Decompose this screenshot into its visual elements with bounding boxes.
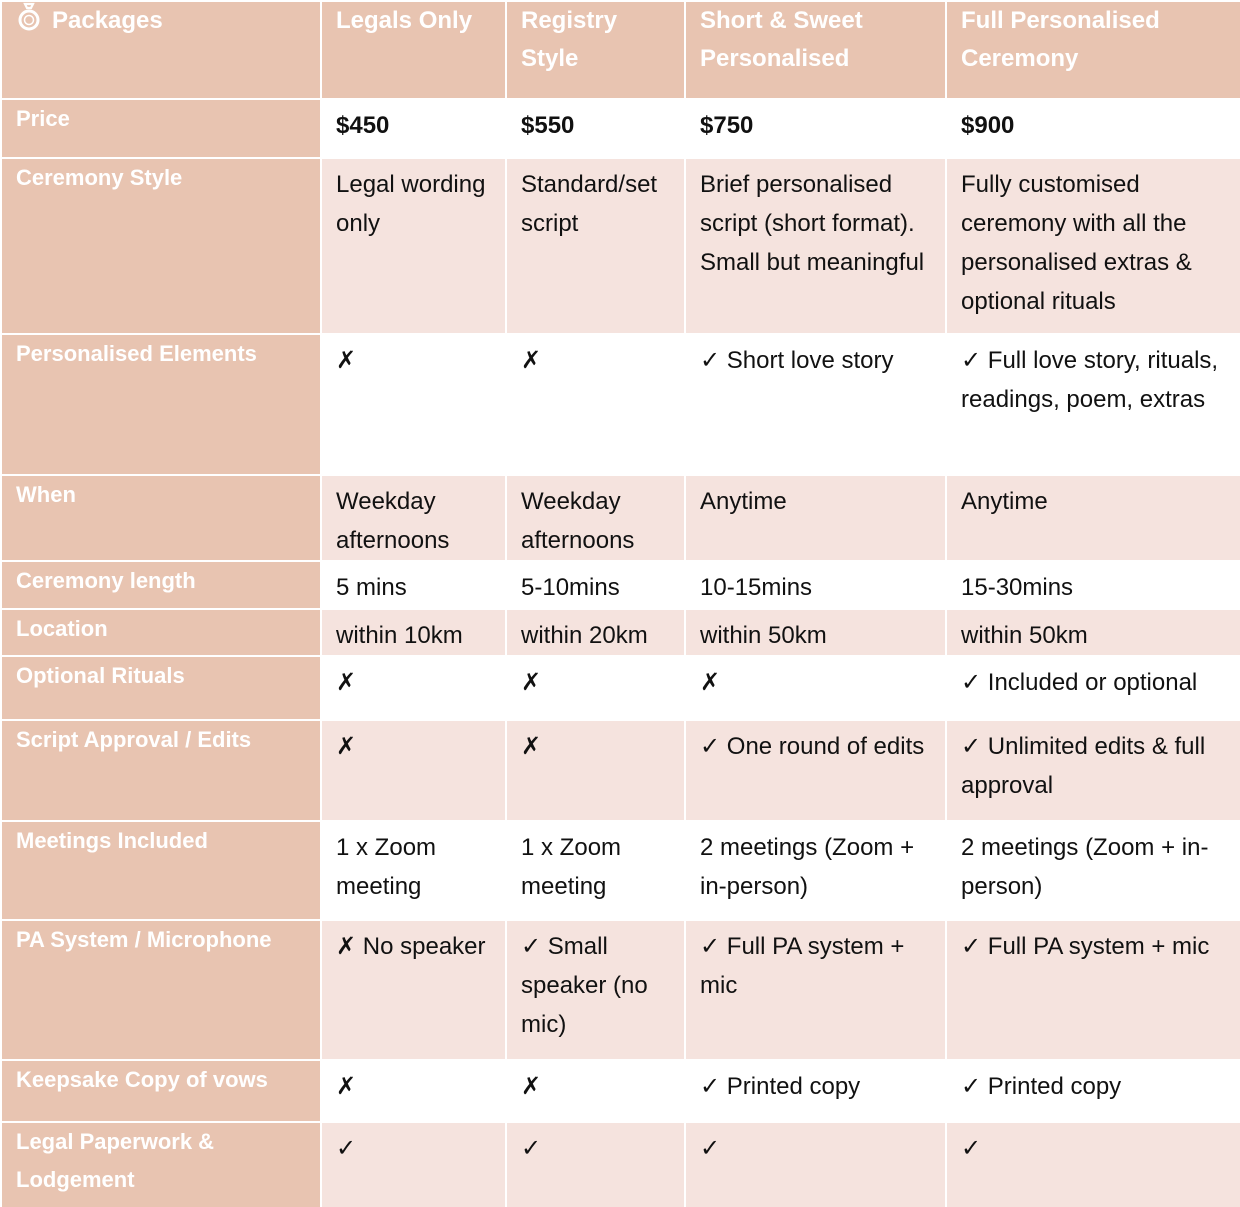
- table-row: When Weekday afternoons Weekday afternoons…: [0, 474, 1240, 562]
- header-row: Packages Legals Only Registry Style Short …: [0, 0, 1240, 100]
- row-label: Ceremony Style: [0, 157, 322, 335]
- table-row: Ceremony length 5 mins 5-10mins 10-15mins 15…: [0, 560, 1240, 610]
- row-label: PA System / Microphone: [0, 919, 322, 1061]
- table-cell: 5-10mins: [505, 560, 686, 610]
- row-label: Legal Paperwork & Lodgement: [0, 1121, 322, 1207]
- table-cell: ✗: [320, 333, 507, 476]
- column-header: Registry Style: [505, 0, 686, 100]
- table-row: Personalised Elements ✗ ✗ ✓ Short love stor…: [0, 333, 1240, 476]
- header-title: Packages: [52, 7, 163, 34]
- header-corner: Packages: [0, 0, 322, 100]
- table-row: Legal Paperwork & Lodgement ✓ ✓ ✓ ✓: [0, 1121, 1240, 1207]
- row-label: Ceremony length: [0, 560, 322, 610]
- row-label: Meetings Included: [0, 820, 322, 921]
- table-cell: ✓ One round of edits: [684, 719, 947, 822]
- column-header: Legals Only: [320, 0, 507, 100]
- table-cell: $450: [320, 98, 507, 159]
- table-cell: ✓ Printed copy: [945, 1059, 1240, 1123]
- table-cell: 1 x Zoom meeting: [505, 820, 686, 921]
- table-cell: 15-30mins: [945, 560, 1240, 610]
- table-cell: 10-15mins: [684, 560, 947, 610]
- table-row: Script Approval / Edits ✗ ✗ ✓ One round of …: [0, 719, 1240, 822]
- table-cell: within 10km: [320, 608, 507, 657]
- table-cell: Legal wording only: [320, 157, 507, 335]
- table-cell: ✓ Full love story, rituals, readings, po…: [945, 333, 1240, 476]
- table-cell: within 50km: [945, 608, 1240, 657]
- table-row: PA System / Microphone ✗ No speaker ✓ Smal…: [0, 919, 1240, 1061]
- table-cell: ✓: [684, 1121, 947, 1207]
- table-cell: 1 x Zoom meeting: [320, 820, 507, 921]
- row-label: When: [0, 474, 322, 562]
- table-cell: ✓: [505, 1121, 686, 1207]
- table-cell: $550: [505, 98, 686, 159]
- table-cell: ✓ Included or optional: [945, 655, 1240, 721]
- table-row: Price $450 $550 $750 $900: [0, 98, 1240, 159]
- table-row: Optional Rituals ✗ ✗ ✗ ✓ Included or optiona…: [0, 655, 1240, 721]
- table-cell: ✗: [320, 655, 507, 721]
- table-cell: ✗: [320, 719, 507, 822]
- table-cell: 2 meetings (Zoom + in-person): [945, 820, 1240, 921]
- table-cell: ✓: [320, 1121, 507, 1207]
- table-cell: Weekday afternoons: [320, 474, 507, 562]
- row-label: Personalised Elements: [0, 333, 322, 476]
- row-label: Script Approval / Edits: [0, 719, 322, 822]
- table-cell: ✗: [505, 333, 686, 476]
- column-header: Full Personalised Ceremony: [945, 0, 1240, 100]
- table-cell: $900: [945, 98, 1240, 159]
- table-cell: ✗: [505, 1059, 686, 1123]
- row-label: Keepsake Copy of vows: [0, 1059, 322, 1123]
- table-row: Location within 10km within 20km within 50k…: [0, 608, 1240, 657]
- table-cell: within 50km: [684, 608, 947, 657]
- table-cell: 2 meetings (Zoom + in-person): [684, 820, 947, 921]
- table-cell: ✓ Full PA system + mic: [684, 919, 947, 1061]
- table-row: Keepsake Copy of vows ✗ ✗ ✓ Printed copy ✓ P…: [0, 1059, 1240, 1123]
- row-label: Location: [0, 608, 322, 657]
- table-cell: Anytime: [945, 474, 1240, 562]
- row-label: Price: [0, 98, 322, 159]
- table-cell: ✓ Printed copy: [684, 1059, 947, 1123]
- table-cell: ✗ No speaker: [320, 919, 507, 1061]
- table-cell: Brief personalised script (short format)…: [684, 157, 947, 335]
- table-row: Ceremony Style Legal wording only Standard…: [0, 157, 1240, 335]
- table-cell: within 20km: [505, 608, 686, 657]
- table-cell: Anytime: [684, 474, 947, 562]
- table-cell: ✗: [505, 655, 686, 721]
- table-cell: ✓ Full PA system + mic: [945, 919, 1240, 1061]
- table-cell: ✓ Short love story: [684, 333, 947, 476]
- table-cell: 5 mins: [320, 560, 507, 610]
- table-cell: ✗: [505, 719, 686, 822]
- table-row: Meetings Included 1 x Zoom meeting 1 x Zoo…: [0, 820, 1240, 921]
- table-cell: ✓: [945, 1121, 1240, 1207]
- row-label: Optional Rituals: [0, 655, 322, 721]
- table-cell: ✓ Small speaker (no mic): [505, 919, 686, 1061]
- table-cell: Fully customised ceremony with all the p…: [945, 157, 1240, 335]
- table-cell: $750: [684, 98, 947, 159]
- column-header: Short & Sweet Personalised: [684, 0, 947, 100]
- table-cell: ✗: [684, 655, 947, 721]
- ring-icon: [18, 3, 40, 31]
- table-cell: ✗: [320, 1059, 507, 1123]
- table-cell: ✓ Unlimited edits & full approval: [945, 719, 1240, 822]
- table-cell: Standard/set script: [505, 157, 686, 335]
- table-cell: Weekday afternoons: [505, 474, 686, 562]
